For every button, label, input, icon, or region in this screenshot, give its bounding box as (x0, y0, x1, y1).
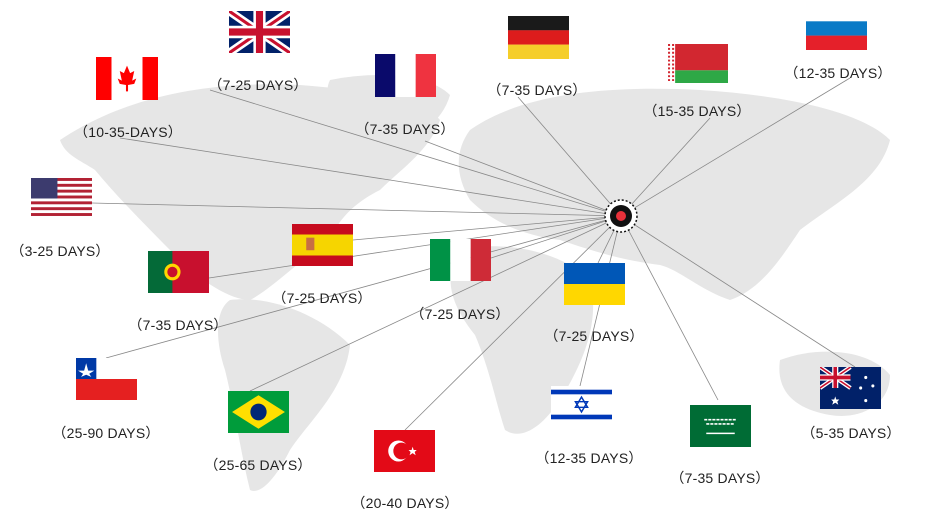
north-america (60, 84, 440, 300)
delivery-days-label: （3-25 DAYS） (10, 243, 110, 259)
route-line (490, 215, 622, 259)
delivery-days-label: （7-25 DAYS） (544, 328, 644, 344)
delivery-days-label: （7-25 DAYS） (272, 290, 372, 306)
route-line (517, 96, 622, 217)
delivery-days-label: （7-25 DAYS） (208, 77, 308, 93)
route-line (91, 202, 622, 217)
route-line (620, 77, 851, 217)
delivery-days-label: （7-35 DAYS） (487, 82, 587, 98)
route-line (119, 137, 622, 217)
delivery-days-label: （12-35 DAYS） (784, 65, 892, 81)
delivery-days-label: （7-35 DAYS） (128, 317, 228, 333)
delivery-days-label: （7-35 DAYS） (355, 121, 455, 137)
delivery-days-label: （25-65 DAYS） (204, 457, 312, 473)
origin-target-icon (604, 199, 638, 233)
route-line (249, 215, 622, 392)
route-line (620, 215, 856, 368)
europe-asia (458, 88, 890, 300)
delivery-days-label: （5-35 DAYS） (801, 425, 901, 441)
delivery-days-label: （15-35 DAYS） (643, 103, 751, 119)
route-line (208, 215, 622, 279)
delivery-days-label: （7-35 DAYS） (670, 470, 770, 486)
route-line (620, 117, 711, 217)
route-line (352, 215, 622, 241)
delivery-days-label: （12-35 DAYS） (535, 450, 643, 466)
route-line (209, 89, 622, 217)
delivery-days-label: （7-25 DAYS） (410, 306, 510, 322)
route-line (404, 215, 622, 431)
delivery-days-label: （20-40 DAYS） (351, 495, 459, 511)
delivery-days-label: （25-90 DAYS） (52, 425, 160, 441)
route-line (424, 140, 622, 217)
route-line (620, 215, 719, 401)
delivery-days-label: （10-35-DAYS） (74, 124, 182, 140)
continents (60, 75, 890, 491)
route-line (105, 215, 622, 359)
